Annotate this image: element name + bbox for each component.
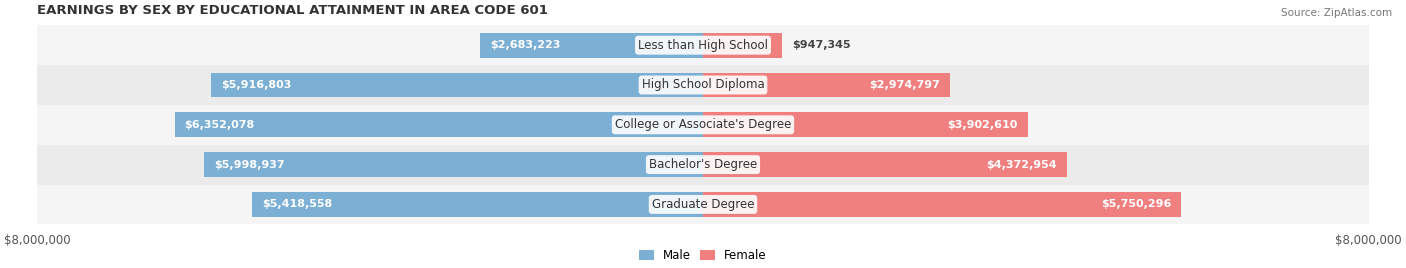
Text: $6,352,078: $6,352,078 — [184, 120, 254, 130]
Text: $5,998,937: $5,998,937 — [214, 160, 284, 170]
Bar — [38, 185, 1368, 224]
Text: Less than High School: Less than High School — [638, 39, 768, 52]
Bar — [38, 25, 1368, 65]
Text: $5,750,296: $5,750,296 — [1101, 199, 1171, 209]
Text: Bachelor's Degree: Bachelor's Degree — [650, 158, 756, 171]
Text: $4,372,954: $4,372,954 — [986, 160, 1057, 170]
Bar — [174, 113, 703, 137]
Text: $3,902,610: $3,902,610 — [948, 120, 1018, 130]
Text: Source: ZipAtlas.com: Source: ZipAtlas.com — [1281, 8, 1392, 18]
Bar — [38, 105, 1368, 145]
Bar — [38, 145, 1368, 185]
Text: College or Associate's Degree: College or Associate's Degree — [614, 118, 792, 131]
Bar — [211, 73, 703, 97]
Bar — [204, 152, 703, 177]
Text: $5,418,558: $5,418,558 — [262, 199, 332, 209]
Text: $5,916,803: $5,916,803 — [221, 80, 291, 90]
Bar — [38, 65, 1368, 105]
Bar — [703, 152, 1067, 177]
Text: High School Diploma: High School Diploma — [641, 79, 765, 91]
Bar — [479, 33, 703, 58]
Text: $2,683,223: $2,683,223 — [489, 40, 560, 50]
Bar — [703, 73, 950, 97]
Text: $2,974,797: $2,974,797 — [870, 80, 941, 90]
Text: EARNINGS BY SEX BY EDUCATIONAL ATTAINMENT IN AREA CODE 601: EARNINGS BY SEX BY EDUCATIONAL ATTAINMEN… — [38, 4, 548, 17]
Legend: Male, Female: Male, Female — [640, 249, 766, 262]
Bar — [703, 113, 1028, 137]
Bar — [703, 192, 1181, 217]
Bar — [703, 33, 782, 58]
Text: $947,345: $947,345 — [792, 40, 851, 50]
Text: Graduate Degree: Graduate Degree — [652, 198, 754, 211]
Bar — [252, 192, 703, 217]
